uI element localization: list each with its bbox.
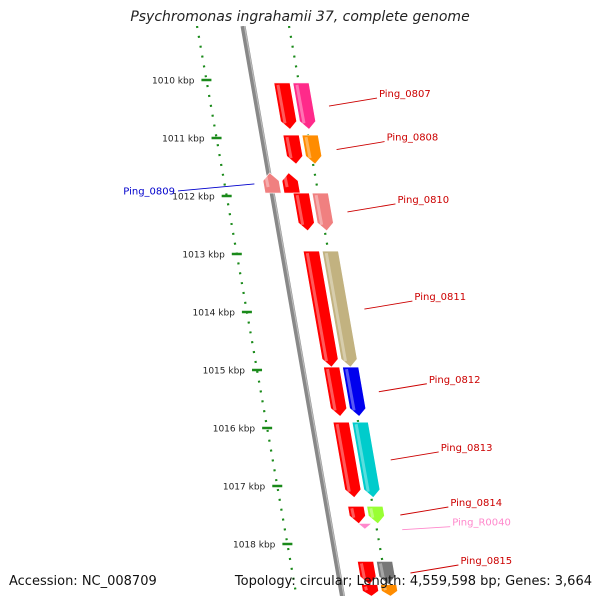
cds-highlight	[350, 507, 356, 519]
cds-highlight	[283, 174, 289, 188]
gene-label: Ping_0812	[429, 375, 481, 386]
cog-bar	[342, 366, 367, 417]
gene-label-leader	[364, 300, 413, 310]
cds-highlight	[364, 586, 368, 591]
cog-highlight	[354, 423, 370, 492]
gene-labels: Ping_0807 Ping_0808 Ping_0809 Ping_0810 Ping…	[123, 89, 512, 574]
topology-text: Topology: circular; Length: 4,559,598 bp…	[234, 574, 592, 589]
gene-label: Ping_0808	[387, 133, 439, 144]
gene-label-leader	[402, 526, 451, 531]
scale-tick-label: 1010 kbp	[152, 77, 195, 87]
gene-label: Ping_0811	[414, 292, 466, 303]
scale-tick-label: 1014 kbp	[193, 309, 236, 319]
gene-label: Ping_R0040	[452, 518, 511, 529]
cog-highlight	[383, 586, 387, 591]
backbone-line	[240, 26, 346, 596]
cds-arrow	[302, 250, 339, 368]
gene-label-leader	[400, 506, 449, 516]
cds-highlight	[285, 136, 293, 159]
gene-label: Ping_0813	[441, 443, 493, 454]
cds-arrow	[361, 584, 379, 596]
cog-highlight	[369, 507, 375, 519]
gene-label-leader	[328, 97, 378, 107]
cds-highlight	[295, 194, 305, 226]
gene-label: Ping_0815	[460, 556, 512, 567]
cog-bar	[380, 584, 398, 596]
cds-arrow	[347, 505, 366, 525]
map-title: Psychromonas ingrahamii 37, complete gen…	[130, 9, 470, 25]
gene-label-leader	[336, 141, 385, 151]
scale-tick-label: 1017 kbp	[223, 483, 266, 493]
accession-text: Accession: NC_008709	[9, 574, 157, 589]
cog-bar	[262, 172, 282, 194]
cds-arrow	[292, 192, 315, 232]
cog-bar	[321, 250, 358, 368]
cds-arrow	[281, 172, 301, 194]
cog-bar	[301, 134, 323, 165]
gene-label-leader	[378, 383, 427, 393]
cds-highlight	[305, 252, 328, 362]
cog-highlight	[264, 174, 270, 188]
scale-ticks: 1010 kbp 1011 kbp 1012 kbp 1013 kbp 1014 kbp…	[152, 77, 293, 551]
scale-tick-label: 1018 kbp	[233, 541, 276, 551]
cog-highlight	[378, 563, 385, 579]
genome-backbone	[240, 26, 346, 596]
gene-label-leader	[347, 203, 396, 213]
gene-features	[262, 82, 398, 596]
gene-label-leader	[410, 564, 459, 574]
cog-bar	[376, 561, 396, 586]
cds-highlight	[335, 423, 351, 492]
gene-label-leader	[177, 183, 255, 192]
cds-arrow	[357, 561, 377, 586]
cog-highlight	[304, 136, 312, 159]
backbone-highlight	[243, 26, 345, 596]
scale-tick-label: 1013 kbp	[182, 251, 225, 261]
cds-arrow	[282, 134, 304, 165]
gene-label-leader	[390, 451, 439, 461]
cds-arrow	[323, 366, 348, 417]
scale-tick-label: 1016 kbp	[213, 425, 256, 435]
cds-arrow	[332, 421, 362, 499]
cog-highlight	[345, 368, 356, 411]
gene-label: Ping_0809	[123, 186, 175, 197]
cds-highlight	[326, 368, 337, 411]
cog-bar	[351, 421, 381, 499]
cog-bar	[311, 192, 334, 232]
gene-label: Ping_0814	[450, 498, 502, 509]
scale-tick-label: 1015 kbp	[203, 367, 246, 377]
rna-feature	[358, 523, 371, 529]
cog-highlight	[295, 84, 306, 124]
gene-label: Ping_0810	[397, 195, 449, 206]
cog-highlight	[314, 194, 324, 226]
cog-highlight	[324, 252, 347, 362]
scale-tick-label: 1012 kbp	[172, 193, 215, 203]
cog-bar	[366, 505, 385, 525]
gene-label: Ping_0807	[379, 89, 431, 100]
cds-arrow	[273, 82, 297, 130]
cog-bar	[292, 82, 316, 130]
scale-tick-label: 1011 kbp	[162, 135, 205, 145]
cds-highlight	[359, 563, 366, 579]
cds-highlight	[276, 84, 287, 124]
